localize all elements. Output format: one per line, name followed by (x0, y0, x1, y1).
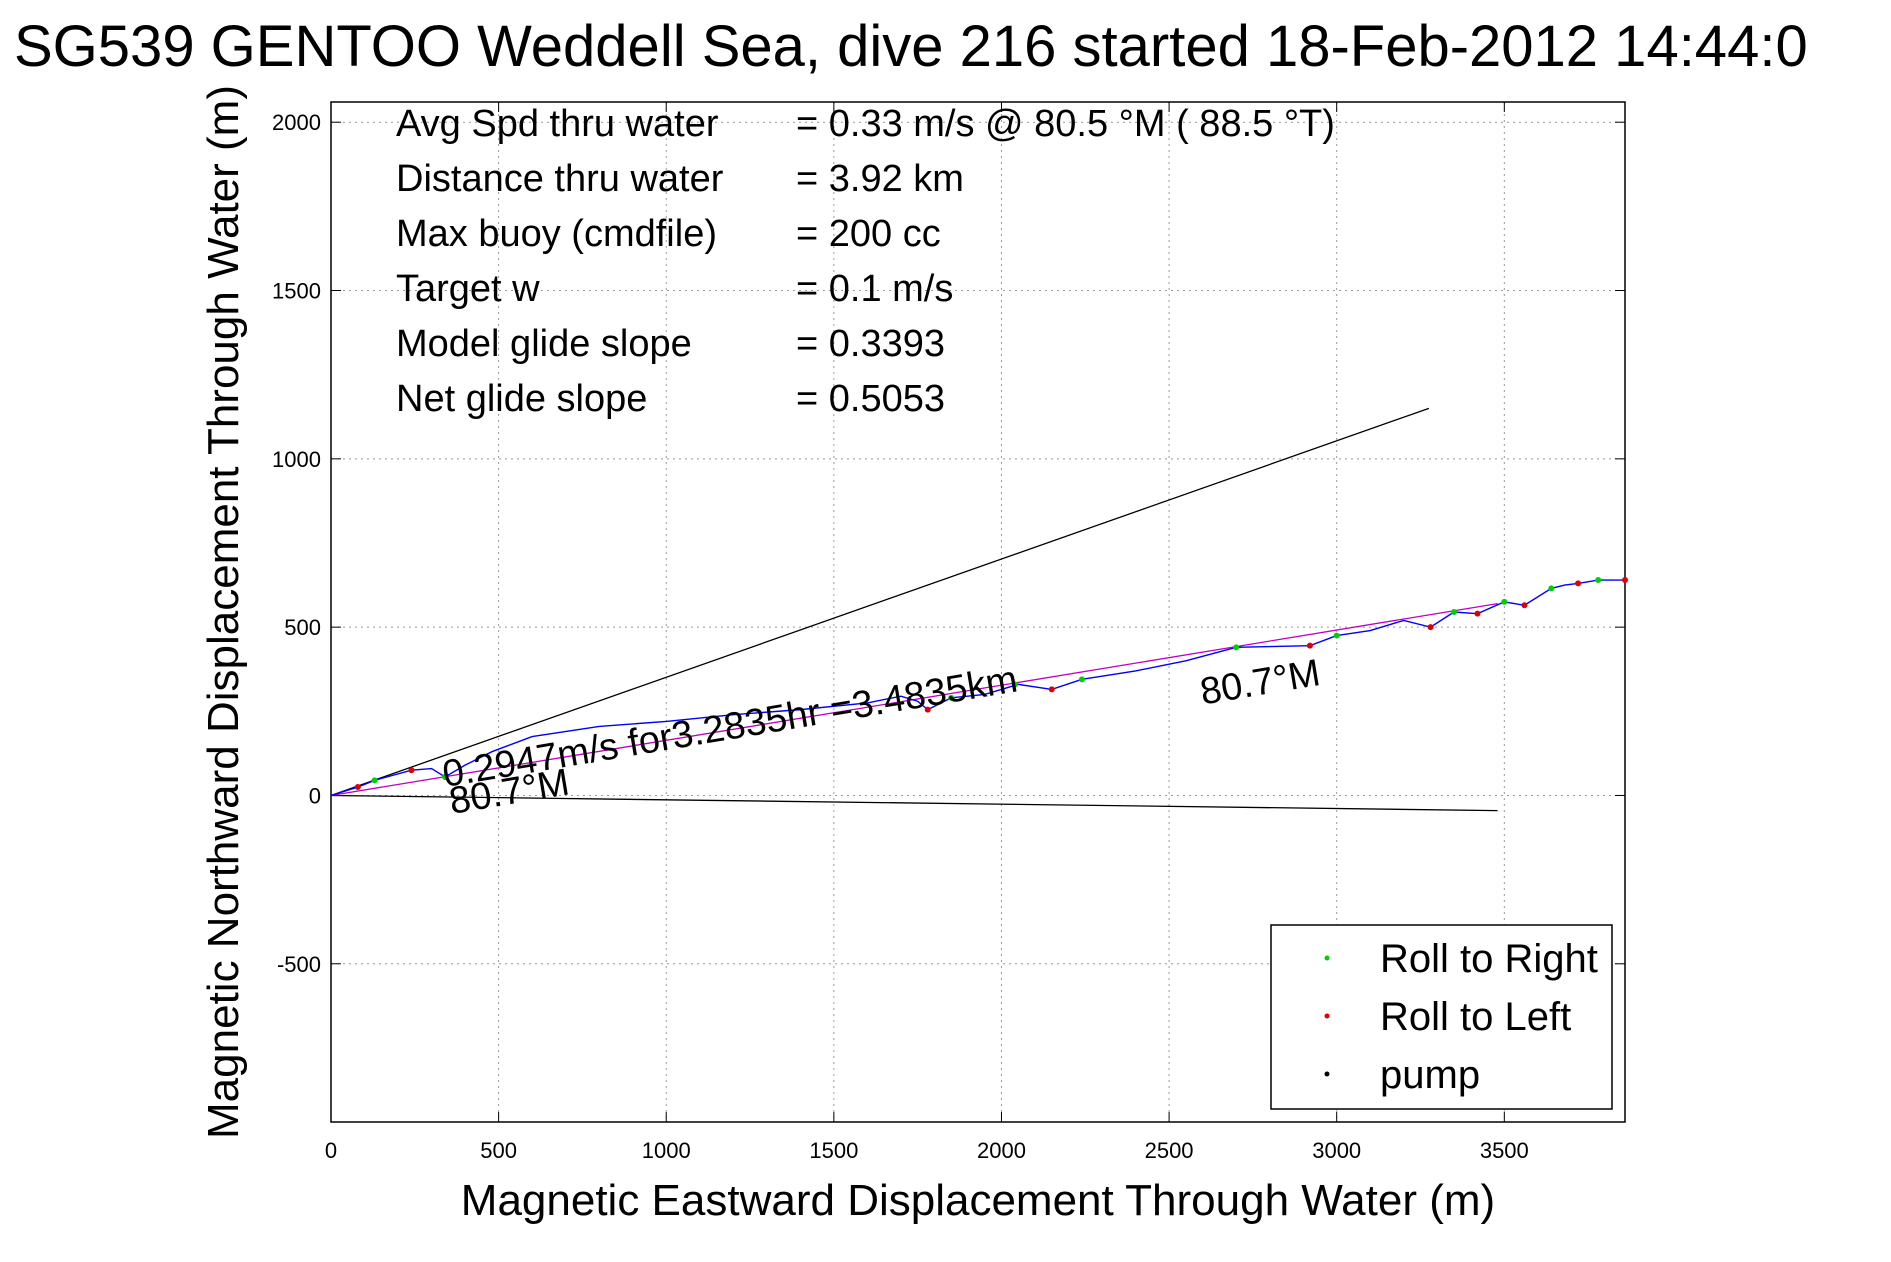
stat-value: = 0.1 m/s (796, 268, 953, 310)
y-axis-label: Magnetic Northward Displacement Through … (199, 85, 248, 1139)
x-tick-label: 1000 (642, 1138, 691, 1163)
data-point (1622, 577, 1628, 584)
legend-label: pump (1380, 1053, 1480, 1097)
y-tick-label: 1000 (272, 447, 321, 472)
stat-label: Max buoy (cmdfile) (396, 213, 717, 255)
data-point (1595, 577, 1602, 584)
y-axis-ticks: -500 0 500 1000 1500 2000 (272, 110, 1625, 977)
data-point (354, 784, 361, 791)
legend-marker (1324, 1013, 1330, 1019)
lower-bound-line (330, 794, 1498, 812)
grid-lines (331, 102, 1625, 1122)
x-tick-label: 3500 (1480, 1138, 1529, 1163)
legend-items: Roll to Right Roll to Left pump (1324, 937, 1598, 1097)
stat-label: Target w (396, 268, 540, 310)
data-point (1333, 632, 1340, 639)
legend-label: Roll to Right (1380, 937, 1598, 981)
x-tick-label: 2000 (977, 1138, 1026, 1163)
stat-value: = 3.92 km (796, 158, 964, 200)
stat-value: = 200 cc (796, 213, 941, 255)
data-point (948, 694, 955, 701)
stats-block: Avg Spd thru water = 0.33 m/s @ 80.5 °M (… (396, 103, 1335, 420)
x-tick-label: 3000 (1312, 1138, 1361, 1163)
series-points (354, 577, 1628, 791)
stat-label: Model glide slope (396, 323, 692, 365)
stat-label: Avg Spd thru water (396, 103, 719, 145)
x-axis-ticks: 0 500 1000 1500 2000 2500 3000 3500 (325, 102, 1529, 1163)
data-point (1501, 598, 1508, 605)
x-tick-label: 0 (325, 1138, 337, 1163)
chart-legend: Roll to Right Roll to Left pump (1270, 924, 1613, 1110)
data-point (1011, 681, 1018, 688)
stat-label: Net glide slope (396, 378, 647, 420)
track-series-line (330, 579, 1625, 797)
data-point (1548, 585, 1555, 592)
data-point (1575, 580, 1582, 587)
y-tick-label: 500 (284, 615, 321, 640)
data-point (1427, 624, 1434, 631)
x-tick-label: 2500 (1145, 1138, 1194, 1163)
chart-title: SG539 GENTOO Weddell Sea, dive 216 start… (14, 14, 1808, 79)
series-lines (330, 579, 1625, 797)
x-tick-label: 500 (480, 1138, 517, 1163)
stat-value: = 0.33 m/s @ 80.5 °M ( 88.5 °T) (796, 103, 1335, 145)
legend-label: Roll to Left (1380, 995, 1571, 1039)
data-point (924, 706, 931, 713)
data-point (1233, 644, 1240, 651)
legend-marker (1324, 955, 1330, 961)
stat-label: Distance thru water (396, 158, 724, 200)
data-point (1474, 610, 1481, 617)
plot-frame (330, 101, 1626, 1123)
stat-value: = 0.5053 (796, 378, 945, 420)
x-axis-label: Magnetic Eastward Displacement Through W… (461, 1176, 1495, 1225)
data-point (1306, 642, 1313, 649)
y-tick-label: -500 (277, 952, 321, 977)
y-tick-label: 1500 (272, 279, 321, 304)
data-point (1521, 602, 1528, 609)
stat-value: = 0.3393 (796, 323, 945, 365)
y-tick-label: 0 (309, 783, 321, 808)
upper-bound-line (330, 407, 1430, 797)
data-point (441, 773, 448, 780)
legend-marker (1324, 1071, 1330, 1077)
data-point (1078, 676, 1085, 683)
data-point (1451, 609, 1458, 615)
data-point (371, 777, 378, 784)
y-tick-label: 2000 (272, 110, 321, 135)
data-point (1048, 686, 1055, 693)
x-tick-label: 1500 (809, 1138, 858, 1163)
data-point (408, 767, 415, 774)
